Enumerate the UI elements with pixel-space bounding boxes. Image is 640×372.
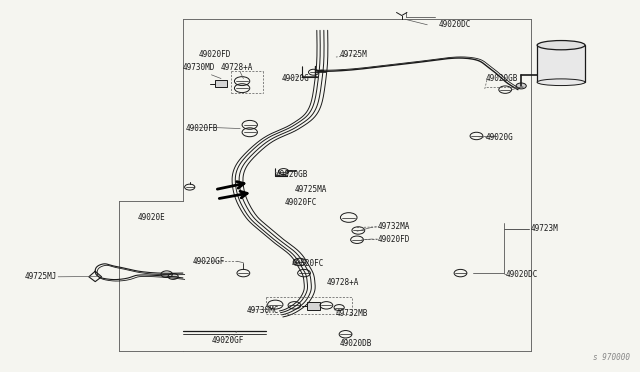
Text: 49020E: 49020E: [138, 213, 166, 222]
Text: 49730MC: 49730MC: [246, 306, 279, 315]
Text: 49020GB: 49020GB: [275, 170, 308, 179]
Ellipse shape: [537, 41, 585, 50]
Text: 49020FC: 49020FC: [285, 198, 317, 207]
Text: 49020FD: 49020FD: [198, 50, 231, 59]
Text: 49020G: 49020G: [282, 74, 309, 83]
Text: 49725MA: 49725MA: [294, 185, 327, 194]
Text: 49020FB: 49020FB: [186, 124, 218, 133]
Text: 49725M: 49725M: [339, 50, 367, 59]
Text: 49020FD: 49020FD: [378, 235, 410, 244]
Text: 49728+A: 49728+A: [326, 278, 359, 287]
Text: 49020GB: 49020GB: [486, 74, 518, 83]
Text: 49020DC: 49020DC: [438, 20, 470, 29]
Text: 49020GF: 49020GF: [211, 336, 244, 346]
Text: 49020G: 49020G: [486, 133, 514, 142]
Text: s 970000: s 970000: [593, 353, 630, 362]
Bar: [537, 45, 585, 82]
Text: 49020GF: 49020GF: [192, 257, 225, 266]
Text: 49730MD: 49730MD: [182, 63, 215, 72]
Text: 49728+A: 49728+A: [221, 63, 253, 72]
Bar: [307, 302, 320, 310]
Bar: [215, 80, 227, 87]
Text: 49732MA: 49732MA: [378, 222, 410, 231]
Text: 49732MB: 49732MB: [336, 310, 369, 318]
Circle shape: [516, 83, 526, 89]
Text: 49020DB: 49020DB: [339, 339, 372, 348]
Text: 49725MJ: 49725MJ: [25, 272, 58, 281]
Text: 49020FC: 49020FC: [291, 259, 324, 268]
Ellipse shape: [537, 79, 585, 86]
Text: 49723M: 49723M: [531, 224, 559, 233]
Text: 49020DC: 49020DC: [505, 270, 538, 279]
